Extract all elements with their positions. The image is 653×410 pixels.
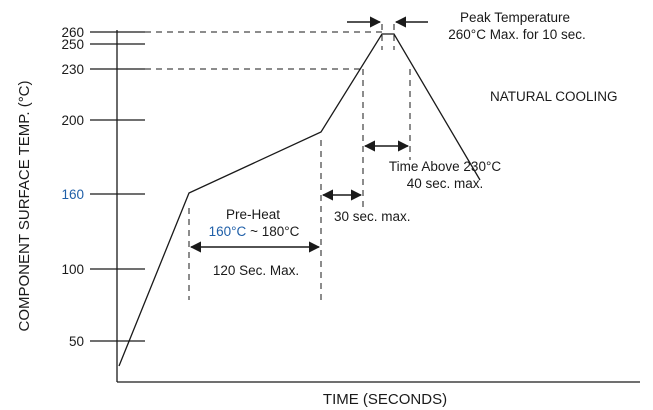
y-tick-label-230: 230 (61, 62, 84, 77)
peak-title-label: Peak Temperature (460, 10, 570, 25)
natural-cooling-label: NATURAL COOLING (490, 89, 618, 104)
peak-detail-label: 260°C Max. for 10 sec. (448, 27, 585, 42)
time-above-title-label: Time Above 230°C (389, 159, 501, 174)
preheat-title-label: Pre-Heat (226, 207, 280, 222)
x-axis-title: TIME (SECONDS) (323, 391, 447, 408)
y-tick-label-50: 50 (69, 334, 84, 349)
ramp-limit-label: 30 sec. max. (334, 209, 411, 224)
preheat-range-low: 160°C (209, 224, 247, 239)
y-tick-label-250: 250 (61, 37, 84, 52)
y-tick-label-160: 160 (61, 187, 84, 202)
y-tick-label-200: 200 (61, 113, 84, 128)
temperature-profile-line (118, 33, 481, 367)
y-axis-title: COMPONENT SURFACE TEMP. (°C) (16, 80, 33, 331)
y-tick-label-260: 260 (61, 25, 84, 40)
time-above-detail-label: 40 sec. max. (407, 176, 484, 191)
preheat-range-high: ~ 180°C (246, 224, 299, 239)
preheat-range-label: 160°C ~ 180°C (209, 224, 300, 239)
preheat-duration-label: 120 Sec. Max. (213, 263, 299, 278)
y-tick-label-100: 100 (61, 262, 84, 277)
reference-lines (145, 24, 411, 300)
